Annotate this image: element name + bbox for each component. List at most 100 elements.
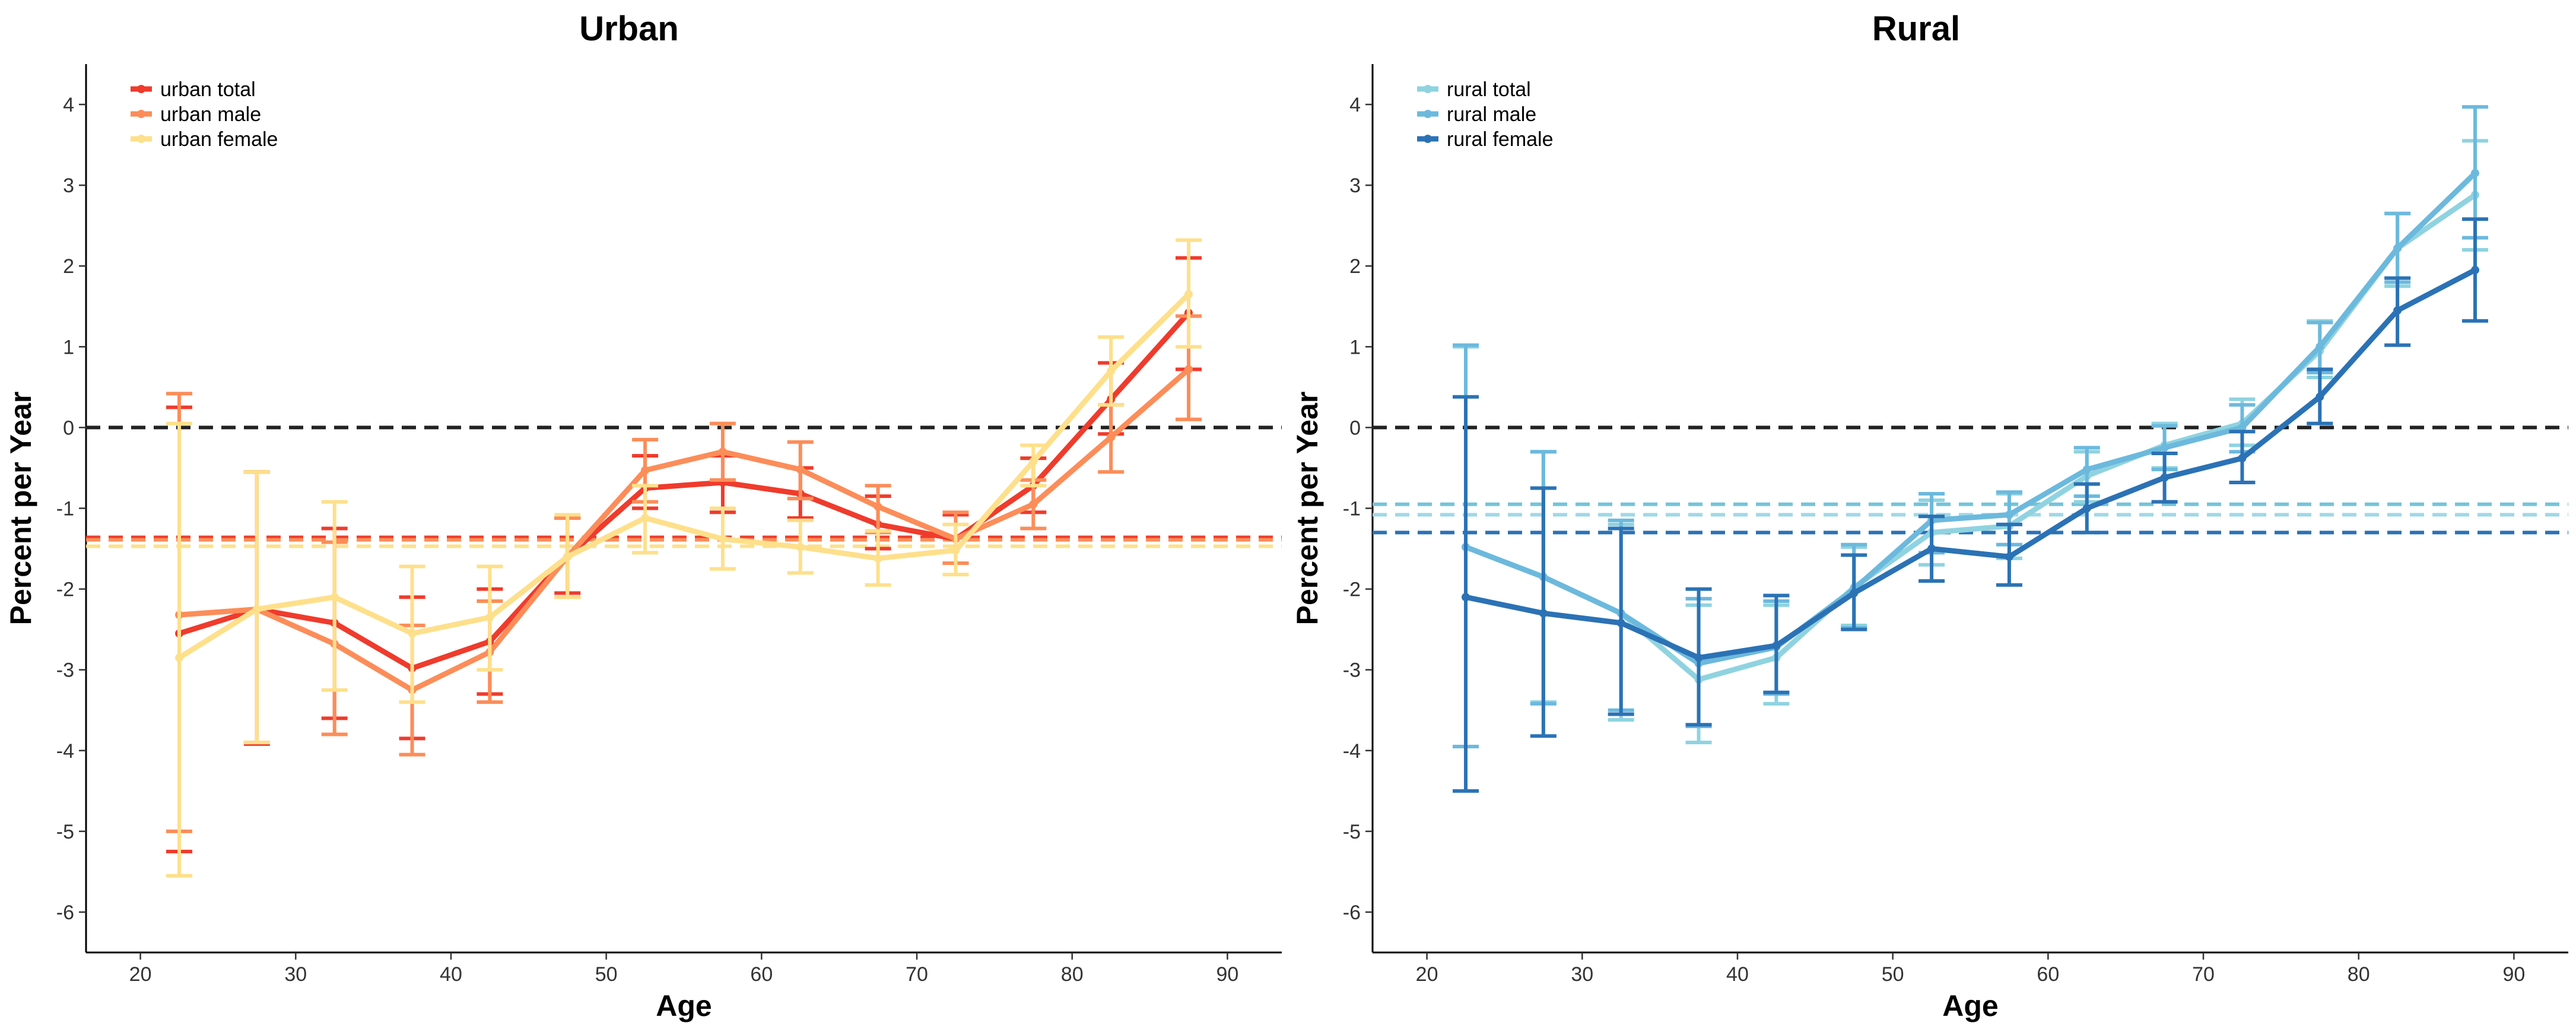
- x-tick-label: 70: [906, 963, 928, 986]
- y-tick-label: -2: [1343, 579, 1361, 601]
- y-tick-label: -1: [56, 498, 74, 520]
- y-tick-label: 0: [63, 417, 74, 439]
- data-point: [1539, 609, 1548, 618]
- data-point: [330, 593, 339, 602]
- y-tick-label: 4: [1349, 94, 1361, 116]
- data-point: [2160, 473, 2169, 482]
- chart-title: Rural: [1872, 9, 1960, 48]
- y-tick-label: 1: [1349, 336, 1361, 358]
- series-line: [177, 292, 1191, 661]
- data-point: [1184, 365, 1193, 374]
- x-tick-label: 40: [1726, 963, 1749, 986]
- series-line: [1465, 192, 2477, 682]
- data-point: [2160, 443, 2169, 452]
- data-point: [2238, 423, 2247, 432]
- x-tick-label: 90: [1216, 963, 1238, 986]
- data-point: [2470, 169, 2479, 177]
- y-tick-label: 3: [1349, 174, 1361, 197]
- y-tick-label: -6: [1343, 901, 1361, 924]
- y-tick-label: 1: [63, 336, 74, 358]
- data-point: [951, 546, 960, 555]
- legend-marker: [1424, 135, 1432, 143]
- legend-label: rural total: [1447, 78, 1531, 101]
- series-line: [1465, 171, 2477, 666]
- y-tick-label: -5: [1343, 821, 1361, 843]
- data-point: [408, 629, 417, 638]
- y-tick-label: -2: [56, 579, 74, 601]
- data-point: [2393, 244, 2402, 253]
- legend-marker: [1424, 110, 1432, 118]
- y-axis-label: Percent per Year: [1291, 392, 1324, 625]
- legend-label: urban female: [160, 128, 278, 151]
- data-point: [718, 447, 727, 456]
- data-point: [2315, 392, 2324, 401]
- chart-title: Urban: [579, 9, 679, 48]
- data-point: [2082, 465, 2091, 474]
- x-tick-label: 90: [2502, 963, 2525, 986]
- x-tick-label: 20: [129, 963, 152, 986]
- rural-panel: Rural 20 30 40 50 60 70 80 90 -6 -5 -4 -3 -2 -1 0 1 2 3 4 Ag…: [1291, 9, 2568, 1023]
- y-tick-label: 3: [63, 174, 74, 197]
- x-axis-label: Age: [1942, 989, 1998, 1023]
- data-point: [1616, 618, 1625, 627]
- data-point: [175, 653, 184, 662]
- data-point: [874, 502, 882, 511]
- x-tick-label: 20: [1416, 963, 1438, 986]
- data-point: [2005, 552, 2013, 561]
- x-axis-label: Age: [656, 989, 712, 1023]
- series-line: [1465, 268, 2477, 661]
- legend-label: urban total: [160, 78, 256, 101]
- data-point: [874, 554, 882, 563]
- x-tick-label: 30: [1571, 963, 1593, 986]
- y-tick-label: 2: [63, 255, 74, 278]
- x-tick-label: 60: [750, 963, 773, 986]
- data-point: [1772, 641, 1781, 650]
- x-tick-label: 30: [284, 963, 307, 986]
- y-tick-label: -4: [56, 740, 74, 763]
- data-point: [2082, 504, 2091, 513]
- y-tick-label: -3: [1343, 659, 1361, 682]
- legend-label: urban male: [160, 103, 261, 126]
- y-tick-label: 0: [1349, 417, 1361, 439]
- y-tick-label: 2: [1349, 255, 1361, 278]
- data-point: [1850, 589, 1859, 598]
- x-tick-label: 50: [595, 963, 618, 986]
- data-point: [2005, 510, 2013, 519]
- data-point: [2393, 306, 2402, 315]
- urban-panel: Urban 20 30 40 50 60 70 80 90 -6 -5 -4 -3 -2 -1 0 1 2 3 4 Ag…: [4, 9, 1282, 1023]
- data-point: [1029, 457, 1038, 466]
- legend-marker: [1424, 85, 1432, 93]
- data-point: [718, 535, 727, 544]
- data-point: [1462, 593, 1470, 602]
- data-point: [485, 613, 494, 622]
- x-tick-label: 70: [2192, 963, 2215, 986]
- x-tick-label: 60: [2037, 963, 2059, 986]
- data-point: [252, 605, 261, 614]
- data-point: [1107, 433, 1116, 442]
- y-tick-label: -1: [1343, 498, 1361, 520]
- y-tick-label: -3: [56, 659, 74, 682]
- data-point: [641, 513, 650, 522]
- data-point: [563, 552, 572, 561]
- x-tick-label: 80: [1061, 963, 1084, 986]
- data-point: [641, 466, 650, 475]
- data-point: [2238, 454, 2247, 463]
- data-point: [1694, 653, 1703, 662]
- data-point: [796, 465, 805, 474]
- series-line: [179, 367, 1190, 693]
- legend-label: rural male: [1447, 103, 1536, 126]
- data-point: [1927, 544, 1936, 553]
- data-point: [1107, 367, 1116, 376]
- data-point: [796, 542, 805, 551]
- data-point: [2470, 266, 2479, 275]
- y-tick-label: -6: [56, 901, 74, 924]
- data-point: [1029, 500, 1038, 509]
- data-point: [2315, 342, 2324, 351]
- x-tick-label: 40: [440, 963, 462, 986]
- legend-marker: [137, 110, 145, 118]
- legend-label: rural female: [1447, 128, 1554, 151]
- series-line: [178, 311, 1191, 671]
- y-tick-label: -5: [56, 821, 74, 843]
- legend-marker: [137, 135, 145, 143]
